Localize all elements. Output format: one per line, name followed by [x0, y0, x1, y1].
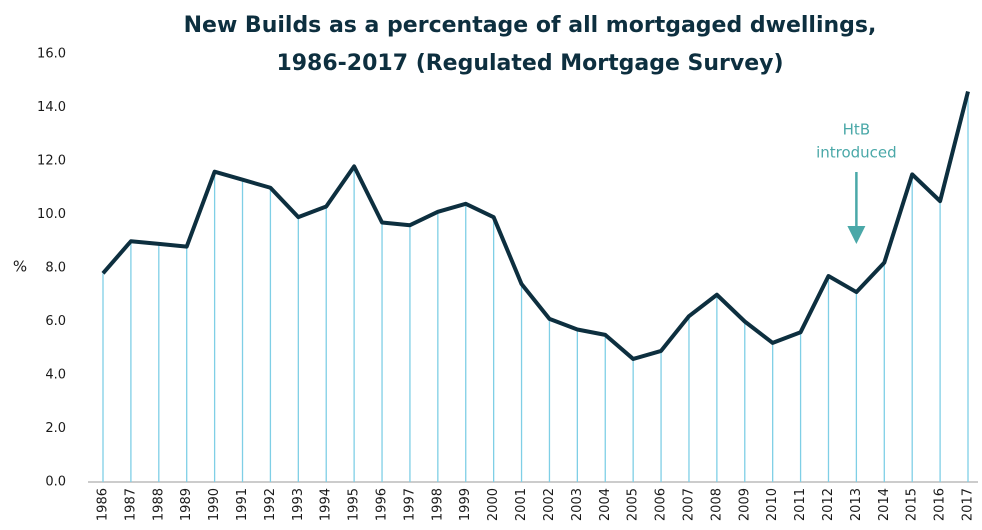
x-tick-label: 2010 [765, 488, 780, 521]
chart-title: 1986-2017 (Regulated Mortgage Survey) [276, 51, 783, 76]
x-tick-label: 2007 [681, 488, 696, 521]
x-tick-label: 2014 [877, 488, 892, 521]
annotation: introduced [816, 144, 897, 162]
x-tick-label: 1991 [235, 488, 250, 521]
x-tick-label: 1999 [458, 488, 473, 521]
x-tick-label: 1998 [430, 488, 445, 521]
x-tick-label: 1992 [263, 488, 278, 521]
chart-title: New Builds as a percentage of all mortga… [184, 13, 877, 38]
x-tick-label: 2011 [793, 488, 808, 521]
x-tick-label: 2005 [626, 488, 641, 521]
y-tick-label: 14.0 [37, 100, 66, 115]
x-tick-label: 1995 [347, 488, 362, 521]
x-tick-label: 2015 [905, 488, 920, 521]
x-tick-label: 1990 [207, 488, 222, 521]
x-tick-label: 2008 [709, 488, 724, 521]
annotation-arrowhead [847, 226, 866, 244]
x-tick-label: 2017 [961, 488, 976, 521]
y-axis-label: % [13, 258, 27, 276]
x-tick-label: 2016 [933, 488, 948, 521]
x-tick-label: 1997 [402, 488, 417, 521]
y-tick-label: 6.0 [45, 314, 66, 329]
x-tick-label: 2000 [486, 488, 501, 521]
y-tick-label: 8.0 [45, 261, 66, 276]
x-tick-label: 2003 [570, 488, 585, 521]
x-tick-label: 2002 [542, 488, 557, 521]
x-tick-label: 2013 [849, 488, 864, 521]
x-tick-label: 2012 [821, 488, 836, 521]
y-tick-label: 12.0 [37, 154, 66, 169]
x-tick-label: 1988 [151, 488, 166, 521]
x-tick-label: 1994 [319, 488, 334, 521]
y-tick-label: 10.0 [37, 207, 66, 222]
x-tick-label: 2001 [514, 488, 529, 521]
y-tick-label: 16.0 [37, 47, 66, 62]
x-tick-label: 2009 [737, 488, 752, 521]
y-tick-label: 0.0 [45, 475, 66, 490]
x-tick-label: 2006 [654, 488, 669, 521]
x-tick-label: 1987 [123, 488, 138, 521]
data-line [101, 90, 970, 361]
x-tick-label: 2004 [598, 488, 613, 521]
x-tick-label: 1996 [375, 488, 390, 521]
y-tick-label: 4.0 [45, 368, 66, 383]
y-tick-label: 2.0 [45, 421, 66, 436]
annotation: HtB [843, 121, 870, 139]
x-tick-label: 1986 [96, 488, 111, 521]
x-tick-label: 1989 [179, 488, 194, 521]
x-tick-label: 1993 [291, 488, 306, 521]
